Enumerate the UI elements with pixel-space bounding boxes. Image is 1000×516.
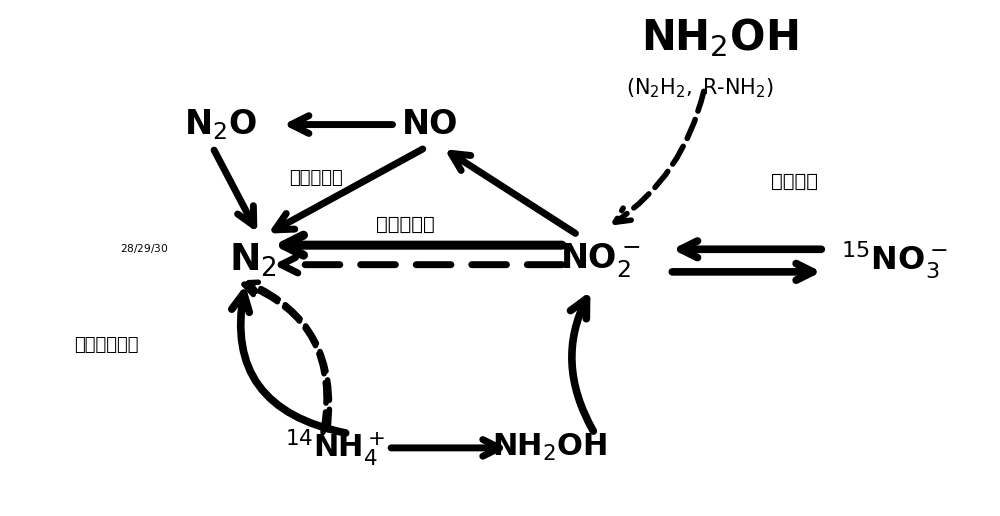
- Text: NO: NO: [402, 108, 458, 141]
- Text: NO$_2^-$: NO$_2^-$: [560, 241, 640, 280]
- Text: 厘氧氨氧化: 厘氧氨氧化: [376, 215, 435, 234]
- Text: NH$_2$OH: NH$_2$OH: [641, 16, 798, 59]
- Text: N$_2$: N$_2$: [229, 242, 277, 279]
- Text: $^{28/29/30}$: $^{28/29/30}$: [120, 245, 169, 260]
- Text: 厘氧鐵氨氧化: 厘氧鐵氨氧化: [74, 336, 138, 354]
- Text: 异养反礴化: 异养反礴化: [289, 169, 342, 187]
- Text: $^{14}$NH$_4^+$: $^{14}$NH$_4^+$: [285, 427, 386, 469]
- Text: $($N$_2$H$_2$, $\,$R-NH$_2$$)$: $($N$_2$H$_2$, $\,$R-NH$_2$$)$: [626, 77, 773, 101]
- Text: N$_2$O: N$_2$O: [184, 107, 257, 142]
- Text: 共反礴化: 共反礴化: [771, 171, 818, 190]
- Text: NH$_2$OH: NH$_2$OH: [492, 432, 608, 463]
- Text: $^{15}$NO$_3^-$: $^{15}$NO$_3^-$: [841, 240, 947, 281]
